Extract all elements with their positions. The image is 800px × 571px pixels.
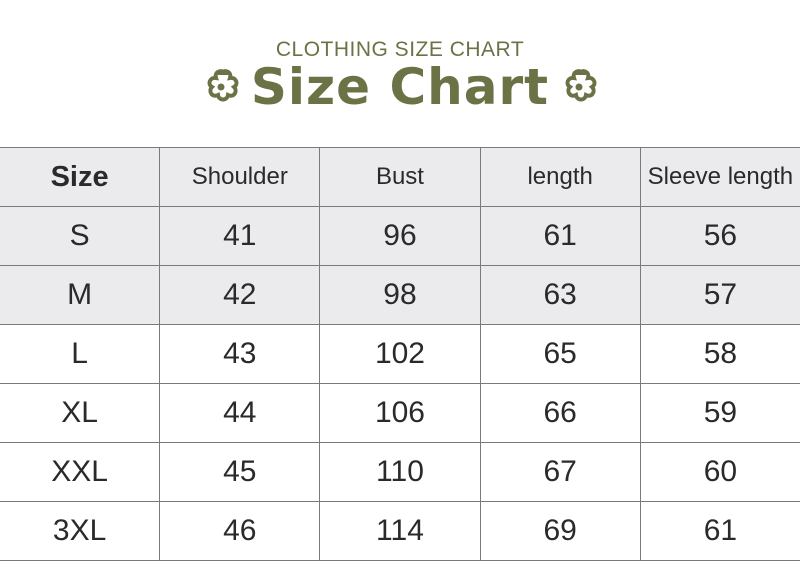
table-row: L 43 102 65 58 [0,324,800,384]
table-cell: 44 [159,383,321,443]
table-cell: 63 [479,265,641,325]
table-cell: 58 [639,324,800,384]
table-cell: 60 [639,442,800,502]
table-cell: 41 [159,206,321,266]
column-header-bust: Bust [319,147,481,207]
flower-icon [565,69,597,102]
flower-icon [207,69,239,102]
table-cell: 46 [159,501,321,561]
subtitle: CLOTHING SIZE CHART [275,38,525,61]
table-cell: 43 [159,324,321,384]
table-cell: 56 [639,206,800,266]
table-cell: 110 [319,442,481,502]
table-cell: 57 [639,265,800,325]
table-cell: 3XL [0,501,161,561]
table-cell: 45 [159,442,321,502]
table-cell: S [0,206,161,266]
table-row: M 42 98 63 57 [0,265,800,325]
page-title: Size Chart [250,58,550,116]
table-cell: 98 [319,265,481,325]
table-cell: 114 [319,501,481,561]
table-cell: M [0,265,161,325]
table-cell: 67 [479,442,641,502]
table-row: 3XL 46 114 69 61 [0,501,800,561]
table-cell: XXL [0,442,161,502]
column-header-size: Size [0,147,161,207]
title-row: Size Chart [0,58,800,116]
column-header-shoulder: Shoulder [159,147,321,207]
table-cell: 61 [639,501,800,561]
table-cell: 66 [479,383,641,443]
table-cell: 102 [319,324,481,384]
table-cell: L [0,324,161,384]
table-cell: 59 [639,383,800,443]
size-table: Size Shoulder Bust length Sleeve length … [0,147,800,561]
table-cell: 42 [159,265,321,325]
table-row: S 41 96 61 56 [0,206,800,266]
table-cell: XL [0,383,161,443]
table-header-row: Size Shoulder Bust length Sleeve length [0,147,800,207]
table-cell: 69 [479,501,641,561]
table-row: XXL 45 110 67 60 [0,442,800,502]
table-cell: 65 [479,324,641,384]
table-cell: 61 [479,206,641,266]
table-cell: 96 [319,206,481,266]
table-row: XL 44 106 66 59 [0,383,800,443]
table-cell: 106 [319,383,481,443]
column-header-sleeve-length: Sleeve length [639,147,800,207]
column-header-length: length [479,147,641,207]
